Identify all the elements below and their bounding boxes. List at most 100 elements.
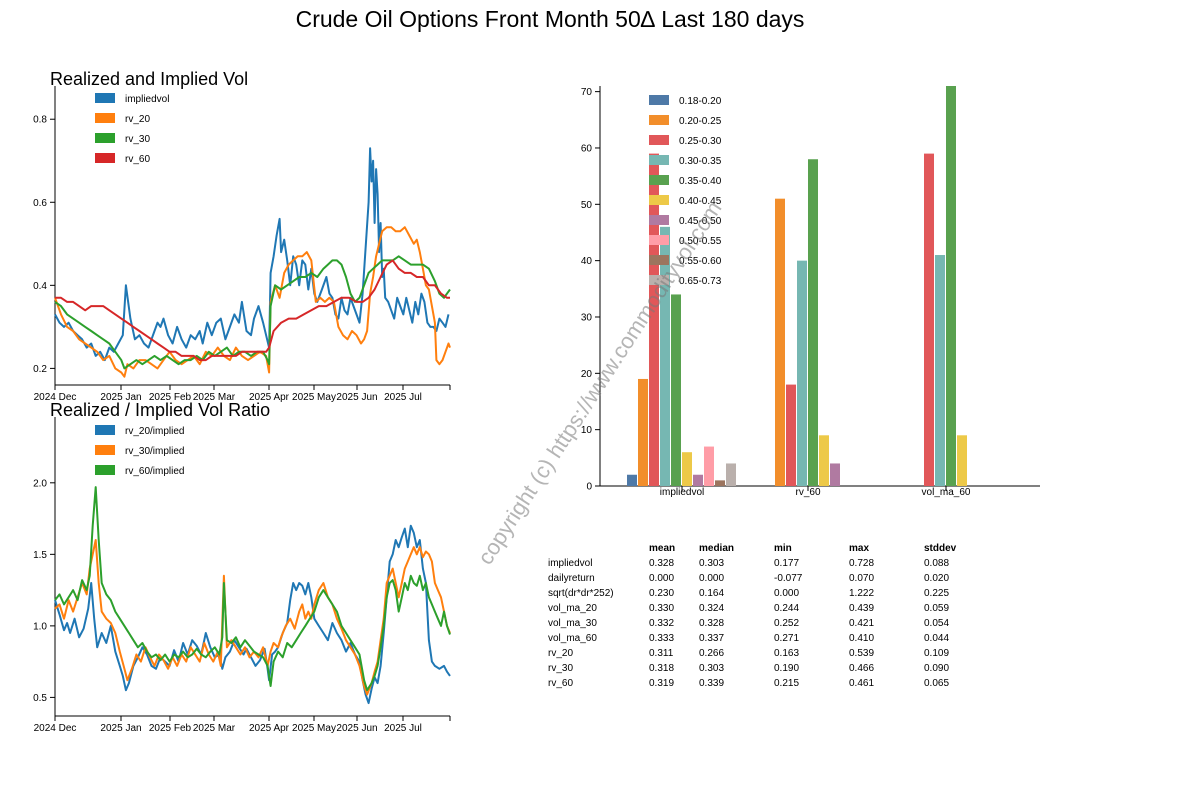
legend-label: 0.50-0.55 [679,236,722,247]
stats-row-label: vol_ma_20 [548,603,597,614]
y-tick: 0.2 [33,364,55,375]
stats-cell: 0.225 [924,588,950,599]
y-tick: 0.4 [33,281,55,292]
x-tick-label: 2025 Feb [149,723,192,734]
legend-label: rv_60/implied [125,466,184,477]
stats-cell: -0.077 [774,573,803,584]
legend-label: impliedvol [125,94,169,105]
x-tick-label: 2025 Jun [336,723,377,734]
stats-table: mean median min max stddev impliedvol 0.328 0.… [548,541,984,691]
legend-swatch [649,175,669,185]
x-tick: 2024 Dec [34,385,76,403]
stats-cell: 0.324 [699,603,725,614]
series-line-rv-20 [54,226,451,378]
bar-rv_60-0.30-0.35 [797,260,807,486]
legend-swatch [649,155,669,165]
y-tick: 30 [581,312,600,323]
y-tick: 60 [581,143,600,154]
x-tick-label: 2025 Jun [336,392,377,403]
y-tick: 0.5 [33,693,55,704]
stats-cell: 0.065 [924,678,950,689]
stats-cell: 0.303 [699,663,725,674]
stats-row-label: vol_ma_60 [548,633,597,644]
stats-row-label: sqrt(dr*dr*252) [548,588,614,599]
y-tick: 20 [581,369,600,380]
x-tick: 2025 Apr [249,385,290,403]
x-axis: 2024 Dec 2025 Jan 2025 Feb 2025 Mar 2025 Apr… [34,715,451,734]
stats-cell: 0.319 [649,678,675,689]
y-tick: 0 [586,482,600,493]
stats-row: vol_ma_20 0.330 0.324 0.244 0.439 0.059 [548,601,984,616]
stats-row: vol_ma_30 0.332 0.328 0.252 0.421 0.054 [548,616,984,631]
legend-swatch [95,153,115,163]
stats-cell: 0.539 [849,648,875,659]
bar-vol_ma_60-0.25-0.30 [924,153,934,486]
stats-cell: 0.215 [774,678,800,689]
legend-label: 0.65-0.73 [679,276,722,287]
stats-cell: 0.421 [849,618,875,629]
x-tick: 2025 Jun [336,716,378,734]
stats-cell: 0.000 [649,573,675,584]
bar-impliedvol-0.18-0.20 [627,474,637,486]
legend-label: 0.25-0.30 [679,136,722,147]
bar-vol_ma_60-0.35-0.40 [946,86,956,486]
x-tick-label: 2025 May [292,392,336,403]
legend: rv_20/implied rv_30/implied rv_60/implied [95,425,184,477]
panel-title: Realized / Implied Vol Ratio [50,400,270,420]
x-tick-label: 2025 Jan [100,392,141,403]
stats-cell: 0.090 [924,663,950,674]
bar-rv_60-0.40-0.45 [819,435,829,486]
x-tick: 2025 Apr [249,716,290,734]
legend-label: rv_30 [125,134,150,145]
page-title: Crude Oil Options Front Month 50∆ Last 1… [295,6,805,32]
x-axis: impliedvol rv_60 vol_ma_60 [600,485,1040,498]
x-tick: 2025 Jun [336,385,378,403]
x-tick-label: 2025 Jul [384,723,422,734]
x-tick-label: rv_60 [795,487,820,498]
stats-cell: 0.337 [699,633,725,644]
x-tick-label: 2024 Dec [34,723,77,734]
bar-impliedvol-0.55-0.60 [715,480,725,486]
x-tick: 2025 Feb [149,716,192,734]
panel-title: Realized and Implied Vol [50,69,248,89]
legend: 0.18-0.20 0.20-0.25 0.25-0.30 0.30-0.35 0.35… [649,95,722,287]
y-tick-label: 50 [581,200,593,211]
stats-cell: 0.164 [699,588,725,599]
x-tick: 2025 May [292,385,336,403]
x-tick: 2025 Feb [149,385,192,403]
stats-cell: 0.252 [774,618,800,629]
x-tick: 2024 Dec [34,716,77,734]
legend-swatch [95,113,115,123]
legend-swatch [649,115,669,125]
x-axis: 2024 Dec 2025 Jan 2025 Feb 2025 Mar 2025 Apr… [34,384,451,403]
x-tick-label: 2025 Jul [384,392,422,403]
legend-label: rv_20 [125,114,150,125]
bar-impliedvol-0.25-0.30 [649,153,659,486]
stats-column-header: median [699,543,735,554]
x-tick: 2025 Mar [193,716,236,734]
x-tick: 2025 May [292,716,336,734]
y-tick-label: 2.0 [33,478,47,489]
x-tick: 2025 Jul [384,716,422,734]
ratio-chart: Realized / Implied Vol Ratio 0.5 1.0 1.5 2.0… [33,400,451,734]
x-tick-label: 2025 May [292,723,336,734]
legend-swatch [95,93,115,103]
stats-header-row: mean median min max stddev [548,541,984,556]
stats-cell: 0.271 [774,633,800,644]
x-tick-label: 2025 Mar [193,392,236,403]
stats-cell: 0.461 [849,678,875,689]
stats-cell: 0.244 [774,603,800,614]
stats-column-header: stddev [924,543,957,554]
bar-impliedvol-0.50-0.55 [704,446,714,486]
stats-column-header: max [849,543,870,554]
legend-swatch [649,255,669,265]
stats-row-label: rv_20 [548,648,574,659]
stats-cell: 0.059 [924,603,950,614]
stats-row: rv_20 0.311 0.266 0.163 0.539 0.109 [548,646,984,661]
bar-vol_ma_60-0.40-0.45 [957,435,967,486]
legend-swatch [95,425,115,435]
bar-rv_60-0.20-0.25 [775,198,785,486]
legend-label: 0.18-0.20 [679,96,722,107]
y-axis: 0.5 1.0 1.5 2.0 [33,417,56,716]
y-tick-label: 40 [581,256,593,267]
